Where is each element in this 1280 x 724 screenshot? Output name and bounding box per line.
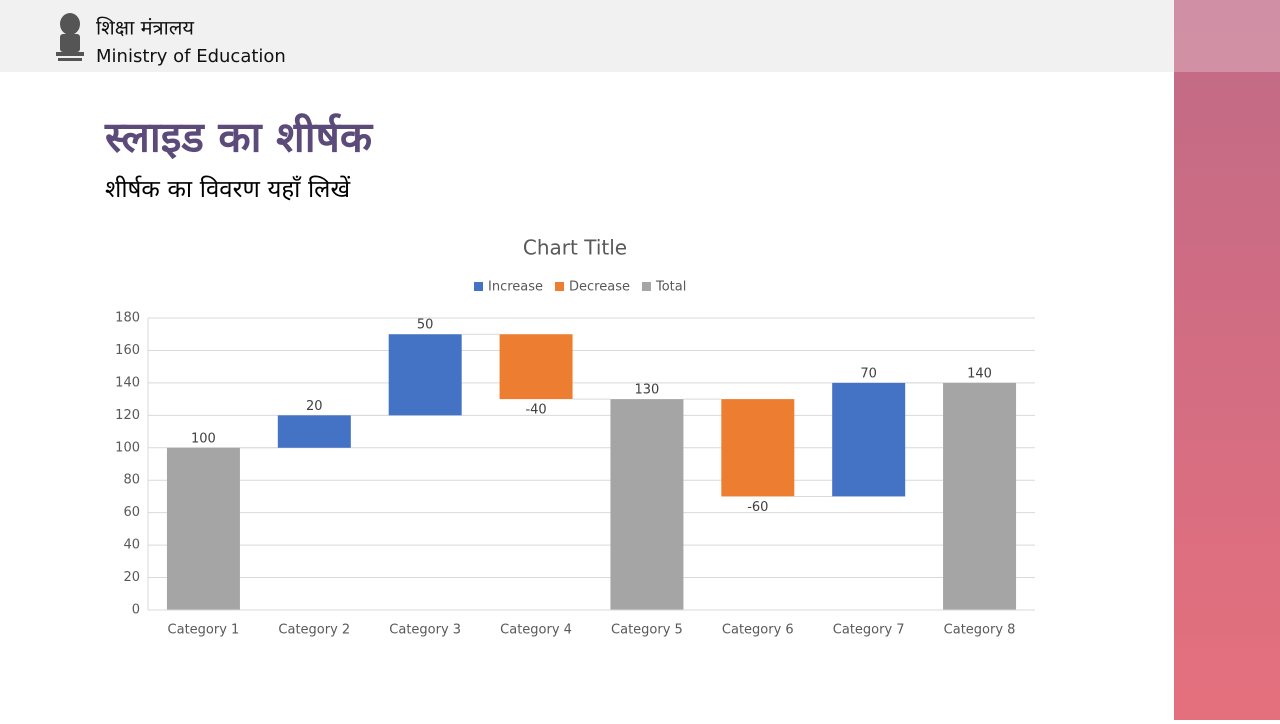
bar — [721, 399, 795, 497]
bar — [943, 382, 1017, 610]
org-english: Ministry of Education — [96, 46, 286, 67]
x-tick-label: Category 8 — [944, 623, 1016, 638]
emblem — [56, 13, 84, 61]
slide-subtitle: शीर्षक का विवरण यहाँ लिखें — [105, 175, 350, 203]
legend-label: Total — [655, 280, 686, 295]
bar — [499, 334, 573, 400]
y-tick-label: 140 — [115, 375, 140, 390]
legend-swatch — [555, 282, 565, 291]
slide-title: स्लाइड का शीर्षक — [104, 113, 374, 162]
x-tick-label: Category 7 — [833, 623, 905, 638]
data-label: -40 — [525, 403, 546, 418]
y-tick-label: 100 — [115, 440, 140, 455]
data-label: 100 — [191, 431, 216, 446]
y-tick-label: 160 — [115, 343, 140, 358]
y-tick-label: 120 — [115, 408, 140, 423]
y-tick-label: 180 — [115, 311, 140, 326]
bar — [277, 415, 351, 448]
data-label: 130 — [635, 383, 660, 398]
chart-title: Chart Title — [523, 236, 627, 260]
bar — [388, 334, 462, 416]
data-label: 20 — [306, 399, 323, 414]
y-tick-label: 60 — [123, 505, 140, 520]
org-hindi: शिक्षा मंत्रालय — [96, 16, 194, 40]
header-band — [0, 0, 1174, 72]
data-label: 50 — [417, 318, 434, 333]
y-tick-label: 80 — [123, 473, 140, 488]
legend-label: Increase — [488, 280, 543, 295]
x-tick-label: Category 5 — [611, 623, 683, 638]
x-tick-label: Category 6 — [722, 623, 794, 638]
bar — [610, 399, 684, 610]
side-strip-top — [1174, 0, 1280, 72]
x-tick-label: Category 1 — [168, 623, 240, 638]
legend-swatch — [474, 282, 483, 291]
y-tick-label: 40 — [123, 538, 140, 553]
data-label: -60 — [747, 500, 768, 515]
x-tick-label: Category 3 — [389, 623, 461, 638]
y-tick-label: 0 — [132, 603, 140, 618]
y-tick-label: 20 — [123, 570, 140, 585]
bar — [832, 382, 906, 497]
bar — [166, 447, 240, 610]
x-tick-label: Category 4 — [500, 623, 572, 638]
legend-swatch — [641, 282, 651, 291]
data-label: 70 — [860, 366, 877, 381]
legend-label: Decrease — [569, 280, 630, 295]
data-label: 140 — [967, 366, 992, 381]
x-tick-label: Category 2 — [278, 623, 350, 638]
side-strip — [1174, 0, 1280, 720]
